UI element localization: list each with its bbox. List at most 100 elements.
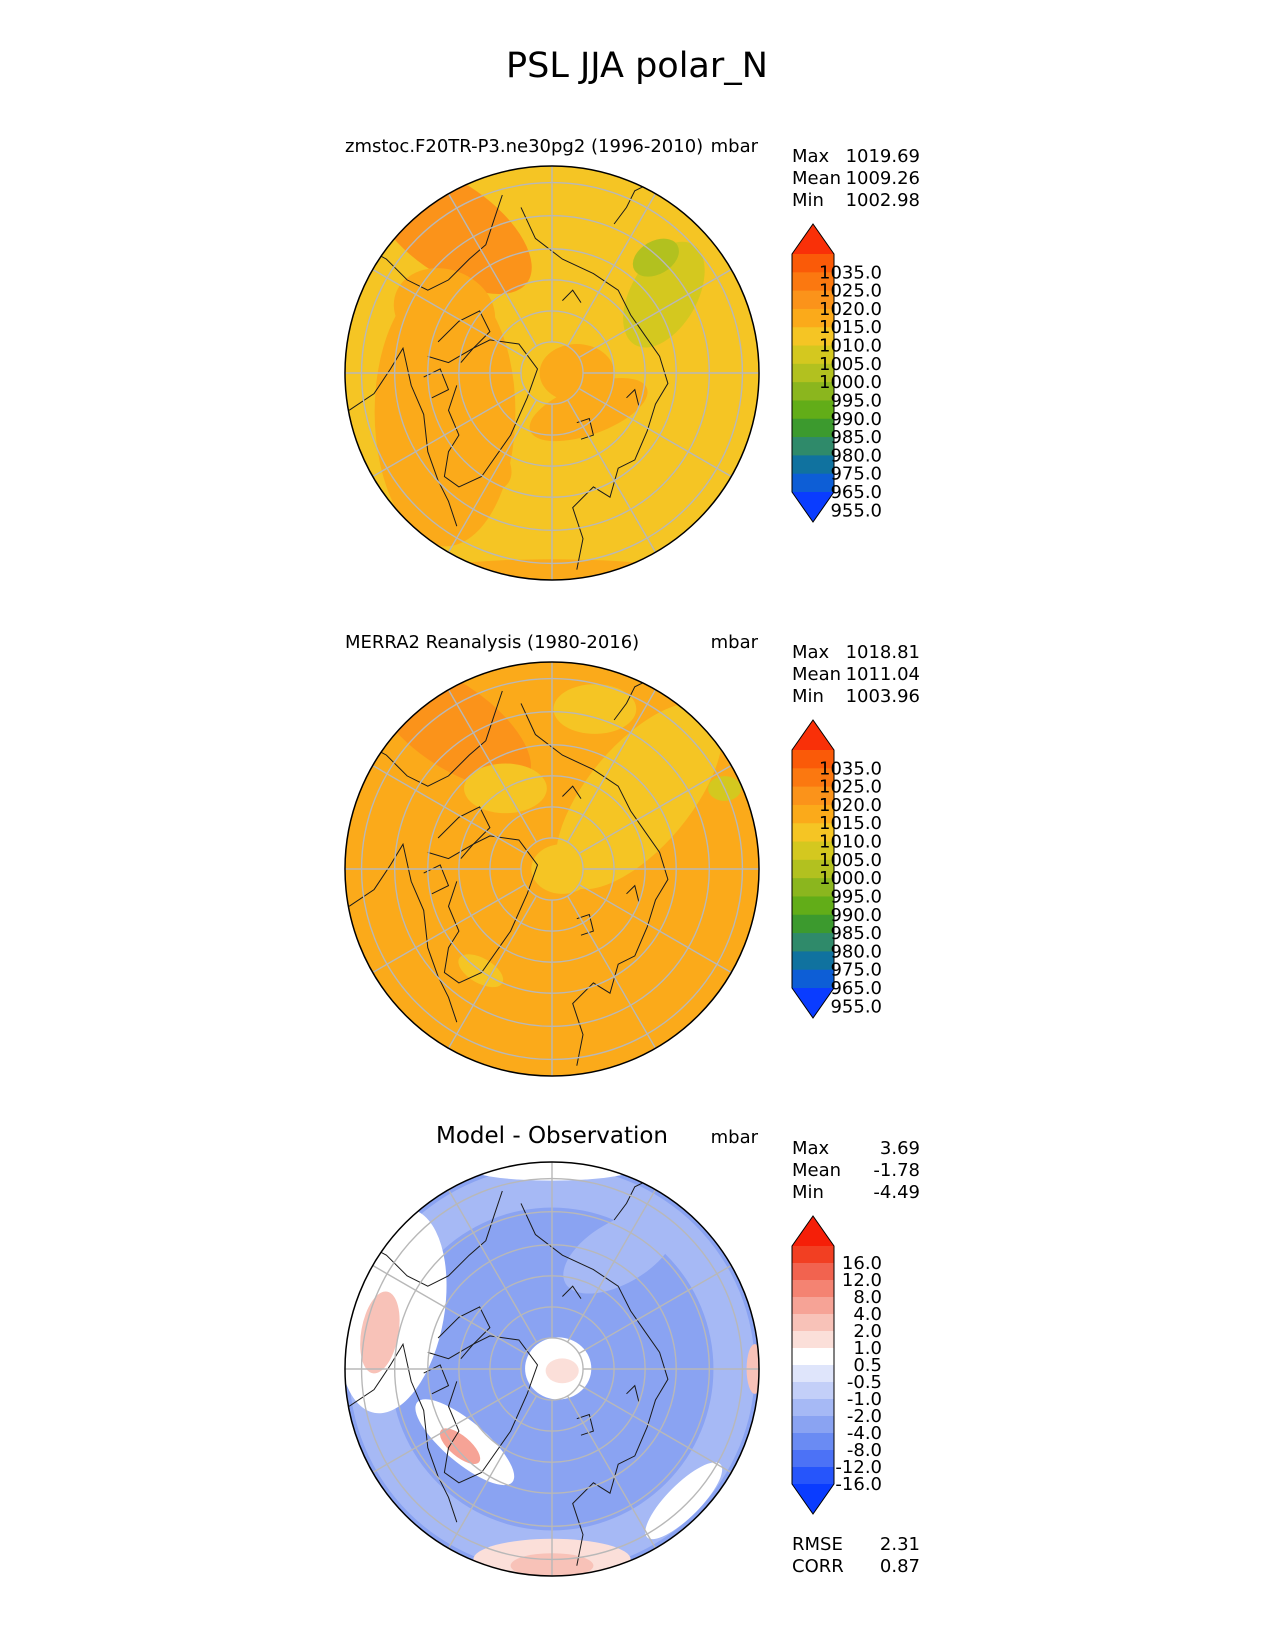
coastline: [626, 388, 640, 407]
coastline: [348, 346, 458, 527]
colorbar-extend-min: [792, 1484, 834, 1514]
coastline: [427, 310, 491, 364]
colorbar-tick-label: 990.0: [830, 409, 882, 430]
colorbar-tick-label: -0.5: [847, 1372, 882, 1393]
colorbar-swatch: [792, 290, 834, 310]
meridian-line: [447, 399, 538, 553]
meridian-line: [578, 883, 732, 974]
colorbar-swatch: [792, 1382, 834, 1400]
coastline: [576, 417, 594, 440]
meridian-line: [566, 689, 657, 843]
stat-min-value: -4.49: [873, 1182, 920, 1203]
map-boundary: [344, 661, 760, 1077]
stat-max-label: Max: [792, 1138, 830, 1159]
coastline: [520, 1203, 669, 1566]
meridian-line: [372, 1383, 526, 1474]
colorbar-swatch: [792, 455, 834, 475]
stat-min-value: 1003.96: [846, 686, 920, 707]
colorbar-tick-label: 8.0: [853, 1287, 882, 1308]
colorbar-tick-label: 965.0: [830, 978, 882, 999]
coastline: [626, 1384, 640, 1403]
colorbar-swatch: [792, 1416, 834, 1434]
colorbar-swatch: [792, 473, 834, 493]
stat-mean-value: 1011.04: [846, 664, 920, 685]
colorbar-extend-max: [792, 1216, 834, 1246]
panel-model-units: mbar: [711, 136, 759, 157]
colorbar-tick-label: -4.0: [847, 1423, 882, 1444]
contour-region: [439, 1428, 481, 1465]
colorbar-tick-label: 1005.0: [819, 850, 882, 871]
colorbar-model: 1035.01025.01020.01015.01010.01005.01000…: [791, 223, 882, 523]
contour-region: [632, 238, 679, 277]
colorbar-outline: [791, 719, 835, 1019]
meridian-line: [566, 895, 657, 1049]
polar-map-diff: [344, 1161, 760, 1577]
coastline: [626, 884, 640, 903]
colorbar-swatch: [792, 768, 834, 788]
meridian-line: [372, 1264, 526, 1355]
colorbar-extend-min: [792, 492, 834, 522]
meridian-line: [447, 1189, 538, 1343]
corr-value: 0.87: [880, 1556, 920, 1577]
colorbar-swatch: [792, 363, 834, 383]
colorbar-swatch: [792, 437, 834, 456]
colorbar-tick-label: 16.0: [842, 1253, 882, 1274]
stat-max-value: 1018.81: [846, 642, 920, 663]
colorbar-tick-label: -8.0: [847, 1440, 882, 1461]
colorbar-swatch: [792, 382, 834, 401]
coastline: [520, 207, 669, 570]
contour-region: [645, 1462, 723, 1540]
map-boundary: [344, 1161, 760, 1577]
meridian-line: [372, 764, 526, 855]
meridian-line: [447, 1395, 538, 1549]
colorbar-tick-label: 1000.0: [819, 868, 882, 889]
colorbar-tick-label: 995.0: [830, 886, 882, 907]
colorbar-tick-label: 1.0: [853, 1338, 882, 1359]
coastline: [562, 289, 582, 303]
colorbar-swatch: [792, 254, 834, 273]
colorbar-diff: 16.012.08.04.02.01.00.5-0.5-1.0-2.0-4.0-…: [791, 1215, 882, 1515]
stat-mean-label: Mean: [792, 1160, 841, 1181]
colorbar-swatch: [792, 878, 834, 897]
colorbar-tick-label: 1005.0: [819, 354, 882, 375]
coastline: [427, 806, 491, 860]
colorbar-swatch: [792, 1280, 834, 1298]
colorbar-swatch: [792, 969, 834, 989]
colorbar-swatch: [792, 823, 834, 843]
stat-max-value: 1019.69: [846, 146, 920, 167]
colorbar-swatch: [792, 1263, 834, 1281]
contour-region: [545, 1358, 579, 1384]
colorbar-swatch: [792, 933, 834, 952]
stat-min-label: Min: [792, 686, 824, 707]
colorbar-swatch: [792, 1348, 834, 1366]
colorbar-swatch: [792, 804, 834, 824]
polar-map-model: [344, 165, 760, 581]
colorbar-tick-label: 980.0: [830, 941, 882, 962]
meridian-line: [372, 268, 526, 359]
colorbar-extend-min: [792, 988, 834, 1018]
panel-diff-title: Model - Observation: [436, 1123, 668, 1149]
panel-obs-units: mbar: [711, 632, 759, 653]
stat-mean-label: Mean: [792, 664, 841, 685]
colorbar-obs: 1035.01025.01020.01015.01010.01005.01000…: [791, 719, 882, 1019]
meridian-line: [578, 268, 732, 359]
colorbar-tick-label: 955.0: [830, 500, 882, 521]
rmse-value: 2.31: [880, 1534, 920, 1555]
stat-max-value: 3.69: [880, 1138, 920, 1159]
coastline: [427, 1306, 491, 1360]
colorbar-swatch: [792, 345, 834, 365]
colorbar-tick-label: 975.0: [830, 960, 882, 981]
colorbar-swatch: [792, 1297, 834, 1315]
colorbar-swatch: [792, 1433, 834, 1451]
colorbar-tick-label: 985.0: [830, 427, 882, 448]
meridian-line: [578, 387, 732, 478]
colorbar-swatch: [792, 951, 834, 971]
contour-region: [529, 378, 648, 442]
meridian-line: [372, 883, 526, 974]
figure-title: PSL JJA polar_N: [506, 46, 768, 86]
contour-region: [531, 844, 594, 894]
colorbar-tick-label: 990.0: [830, 905, 882, 926]
colorbar-swatch: [792, 400, 834, 420]
coastline: [562, 1285, 582, 1299]
colorbar-swatch: [792, 1314, 834, 1332]
